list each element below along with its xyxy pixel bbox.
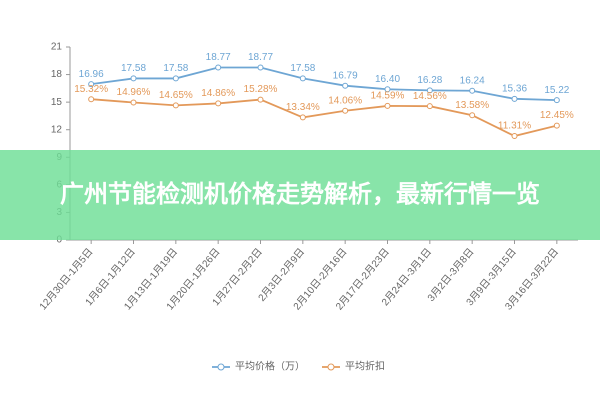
point (469, 87, 476, 94)
data-label: 13.58% (455, 100, 489, 111)
data-label: 17.58 (163, 63, 188, 74)
point (511, 95, 518, 102)
point (511, 133, 518, 140)
data-label: 15.32% (74, 84, 108, 95)
point (299, 75, 306, 82)
point (553, 97, 560, 104)
data-label: 14.56% (413, 91, 447, 102)
data-label: 13.34% (286, 102, 320, 113)
point (215, 64, 222, 71)
data-label: 16.28 (417, 75, 442, 86)
point (257, 96, 264, 103)
point (130, 75, 137, 82)
data-label: 14.86% (201, 88, 235, 99)
y-tick-label: 0 (56, 235, 62, 246)
point (469, 112, 476, 119)
point (299, 114, 306, 121)
point (88, 96, 95, 103)
point (384, 86, 391, 93)
legend-label: 平均价格（万） (235, 360, 305, 373)
point (553, 122, 560, 129)
data-label: 16.40 (375, 74, 400, 85)
line (91, 98, 558, 138)
data-label: 14.59% (371, 91, 405, 102)
point (88, 81, 95, 88)
data-label: 18.77 (206, 52, 231, 63)
point (257, 64, 264, 71)
legend-marker (327, 363, 335, 371)
data-label: 15.22 (544, 85, 569, 96)
point (342, 107, 349, 114)
point (342, 82, 349, 89)
data-label: 14.96% (117, 87, 151, 98)
data-label: 14.06% (328, 95, 362, 106)
data-label: 18.77 (248, 52, 273, 63)
banner: 广州节能检测机价格走势解析，最新行情一览 (0, 150, 600, 240)
data-label: 11.31% (498, 121, 531, 132)
data-label: 17.58 (290, 63, 315, 74)
data-label: 15.28% (244, 84, 278, 95)
point (426, 87, 433, 94)
y-tick-label: 15 (51, 97, 63, 108)
data-label: 12.45% (540, 110, 574, 121)
point (130, 99, 137, 106)
point (172, 102, 179, 109)
data-label: 16.79 (333, 70, 358, 81)
line (91, 66, 557, 102)
point (215, 100, 222, 107)
banner-title: 广州节能检测机价格走势解析，最新行情一览 (60, 181, 540, 208)
y-tick-label: 21 (51, 42, 63, 53)
data-label: 16.96 (79, 69, 104, 80)
y-tick-label: 12 (51, 124, 63, 135)
data-label: 15.36 (502, 83, 527, 94)
data-label: 16.24 (460, 75, 485, 86)
point (172, 75, 179, 82)
data-label: 17.58 (121, 63, 146, 74)
legend-label: 平均折扣 (345, 360, 385, 373)
legend-marker (217, 363, 225, 371)
data-label: 14.65% (159, 90, 193, 101)
y-tick-label: 18 (51, 69, 63, 80)
point (384, 102, 391, 109)
point (426, 103, 433, 110)
